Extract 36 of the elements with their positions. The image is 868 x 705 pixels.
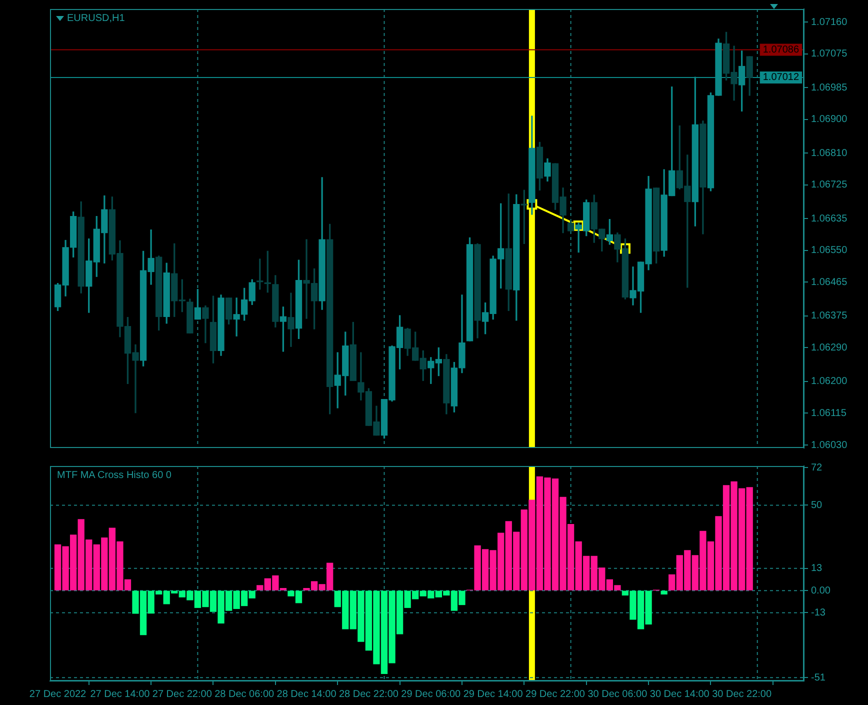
x-tick-label: 28 Dec 22:00 xyxy=(338,688,399,700)
y-tick-label: 1.07160 xyxy=(811,16,848,28)
y-tick-label: 1.06550 xyxy=(811,245,848,256)
y-tick-label: 1.06375 xyxy=(811,310,848,322)
chart-title: EURUSD,H1 xyxy=(67,13,125,24)
x-tick-label: 27 Dec 22:00 xyxy=(152,688,212,700)
y-tick-label: 13 xyxy=(811,563,823,574)
x-tick-label: 30 Dec 06:00 xyxy=(588,688,648,700)
y-tick-label: 50 xyxy=(811,500,823,511)
y-tick-label: 1.06985 xyxy=(811,82,848,94)
y-tick-label: 0.00 xyxy=(811,585,831,596)
y-tick-label: 1.07075 xyxy=(811,48,848,60)
x-tick-label: 30 Dec 14:00 xyxy=(650,688,710,700)
y-tick-label: 1.06030 xyxy=(811,440,848,451)
x-tick-label: 27 Dec 14:00 xyxy=(90,688,150,700)
y-tick-label: 1.06635 xyxy=(811,213,848,224)
x-tick-label: 28 Dec 06:00 xyxy=(214,688,275,700)
y-tick-label: 72 xyxy=(811,462,823,474)
x-tick-label: 27 Dec 2022 xyxy=(29,688,87,700)
x-tick-label: 30 Dec 22:00 xyxy=(712,688,772,700)
y-tick-label: -51 xyxy=(811,672,826,684)
y-tick-label: -13 xyxy=(811,607,826,618)
ref-line-label: 1.07086 xyxy=(762,44,800,56)
y-tick-label: 1.06200 xyxy=(811,376,848,388)
y-tick-label: 1.06465 xyxy=(811,276,848,288)
y-tick-label: 1.06900 xyxy=(811,114,848,126)
x-tick-label: 28 Dec 14:00 xyxy=(276,688,337,700)
x-tick-label: 29 Dec 06:00 xyxy=(401,688,462,700)
ref-line-label: 1.07012 xyxy=(762,72,800,84)
y-tick-label: 1.06725 xyxy=(811,180,848,191)
chart-title: MTF MA Cross Histo 60 0 xyxy=(57,470,172,481)
x-tick-label: 29 Dec 22:00 xyxy=(526,688,586,700)
y-tick-label: 1.06810 xyxy=(811,148,848,159)
y-tick-label: 1.06115 xyxy=(811,408,847,419)
x-tick-label: 29 Dec 14:00 xyxy=(463,688,524,700)
y-tick-label: 1.06290 xyxy=(811,342,848,354)
